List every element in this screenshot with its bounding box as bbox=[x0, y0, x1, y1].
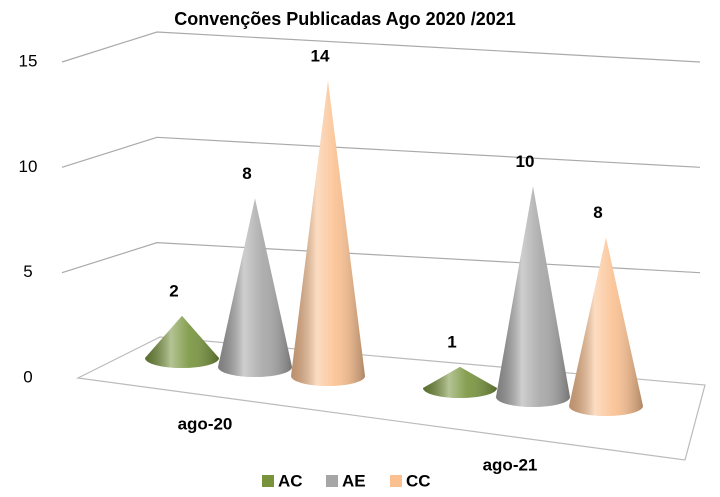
legend-label: CC bbox=[406, 471, 431, 490]
value-label: 14 bbox=[311, 47, 330, 66]
x-tick-label: ago-21 bbox=[483, 455, 538, 474]
legend-swatch bbox=[390, 475, 402, 487]
cone-shade bbox=[218, 198, 292, 377]
legend-swatch bbox=[262, 475, 274, 487]
grid-line bbox=[61, 31, 701, 63]
value-label: 10 bbox=[516, 152, 535, 171]
grid-line bbox=[61, 242, 701, 274]
cone-shade bbox=[145, 315, 219, 368]
value-label: 1 bbox=[447, 332, 456, 351]
y-tick-label: 5 bbox=[23, 262, 32, 281]
x-tick-label: ago-20 bbox=[178, 414, 233, 433]
y-tick-label: 10 bbox=[19, 157, 38, 176]
cone-shade bbox=[496, 186, 570, 407]
value-label: 8 bbox=[593, 203, 602, 222]
value-label: 8 bbox=[242, 164, 251, 183]
grid-line bbox=[61, 136, 701, 168]
cone-shade bbox=[291, 81, 365, 387]
y-tick-label: 0 bbox=[23, 367, 32, 386]
y-tick-label: 15 bbox=[19, 51, 38, 70]
cone-shade bbox=[423, 366, 497, 398]
cone-shade bbox=[569, 237, 643, 416]
legend-swatch bbox=[326, 475, 338, 487]
chart-title: Convenções Publicadas Ago 2020 /2021 bbox=[174, 9, 515, 29]
legend-label: AE bbox=[342, 471, 366, 490]
legend-label: AC bbox=[278, 471, 303, 490]
value-label: 2 bbox=[169, 281, 178, 300]
